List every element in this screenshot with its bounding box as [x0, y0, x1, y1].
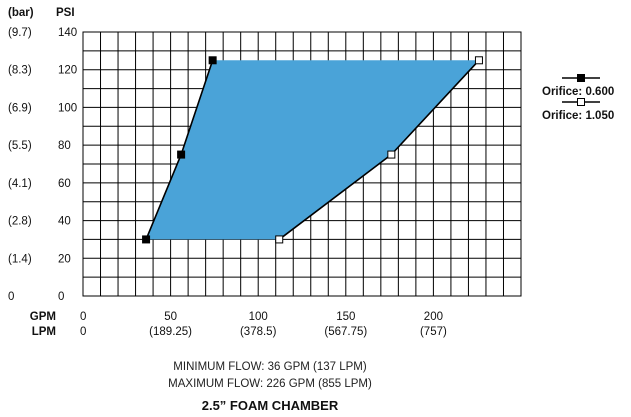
legend: Orifice: 0.600 Orifice: 1.050 — [542, 74, 614, 122]
y-tick-label-psi: 20 — [58, 253, 71, 265]
legend-label: Orifice: 1.050 — [542, 110, 614, 122]
x-tick-label-lpm: 0 — [80, 326, 86, 338]
x-tick-label-lpm: (189.25) — [149, 326, 192, 338]
marker-open-square — [275, 235, 284, 244]
maximum-flow-note: MAXIMUM FLOW: 226 GPM (855 LPM) — [168, 378, 372, 390]
y-tick-label-bar: 0 — [8, 291, 14, 303]
y-tick-label-bar: (9.7) — [8, 27, 32, 39]
x-tick-labels: 0 0 50 (189.25) 100 (378.5) 150 (567.75) 200 (757… — [80, 311, 447, 338]
x-tick-label-lpm: (378.5) — [240, 326, 277, 338]
x-tick-label-gpm: 50 — [164, 311, 177, 323]
marker-filled-square — [142, 235, 151, 244]
legend-swatch-marker — [577, 74, 585, 82]
x-tick-label-gpm: 200 — [424, 311, 443, 323]
series-markers — [142, 56, 483, 244]
chart-title: 2.5” FOAM CHAMBER — [201, 398, 339, 413]
legend-swatch-marker — [577, 98, 585, 106]
y-tick-label-psi: 80 — [58, 140, 71, 152]
y-tick-label-bar: (5.5) — [8, 140, 32, 152]
legend-label: Orifice: 0.600 — [542, 86, 614, 98]
y-tick-label-psi: 140 — [58, 27, 77, 39]
y-unit-secondary-label: (bar) — [8, 7, 34, 19]
x-tick-label-lpm: (567.75) — [324, 326, 367, 338]
x-tick-label-gpm: 150 — [336, 311, 355, 323]
x-unit-secondary-label: LPM — [32, 326, 56, 338]
marker-filled-square — [208, 56, 217, 65]
y-tick-label-psi: 0 — [58, 291, 64, 303]
y-tick-label-psi: 100 — [58, 102, 77, 114]
y-tick-label-psi: 120 — [58, 65, 77, 77]
x-tick-label-lpm: (757) — [420, 326, 447, 338]
x-tick-label-gpm: 100 — [249, 311, 268, 323]
plot-border — [82, 31, 522, 297]
y-tick-label-psi: 40 — [58, 216, 71, 228]
y-tick-label-bar: (6.9) — [8, 102, 32, 114]
y-tick-label-bar: (1.4) — [8, 253, 32, 265]
y-unit-primary-label: PSI — [56, 7, 75, 19]
marker-open-square — [474, 56, 483, 65]
marker-filled-square — [177, 150, 186, 159]
y-tick-labels: 0 0 20 (1.4) 40 (2.8) 60 (4.1) 80 (5.5) 100 (6.9) 12… — [8, 27, 77, 303]
x-tick-label-gpm: 0 — [80, 311, 86, 323]
y-tick-label-bar: (4.1) — [8, 178, 32, 190]
marker-open-square — [387, 150, 396, 159]
minimum-flow-note: MINIMUM FLOW: 36 GPM (137 LPM) — [173, 361, 367, 373]
y-tick-label-bar: (8.3) — [8, 65, 32, 77]
operating-region-fill — [146, 60, 479, 240]
x-unit-primary-label: GPM — [30, 311, 56, 323]
y-tick-label-bar: (2.8) — [8, 216, 32, 228]
y-tick-label-psi: 60 — [58, 178, 71, 190]
